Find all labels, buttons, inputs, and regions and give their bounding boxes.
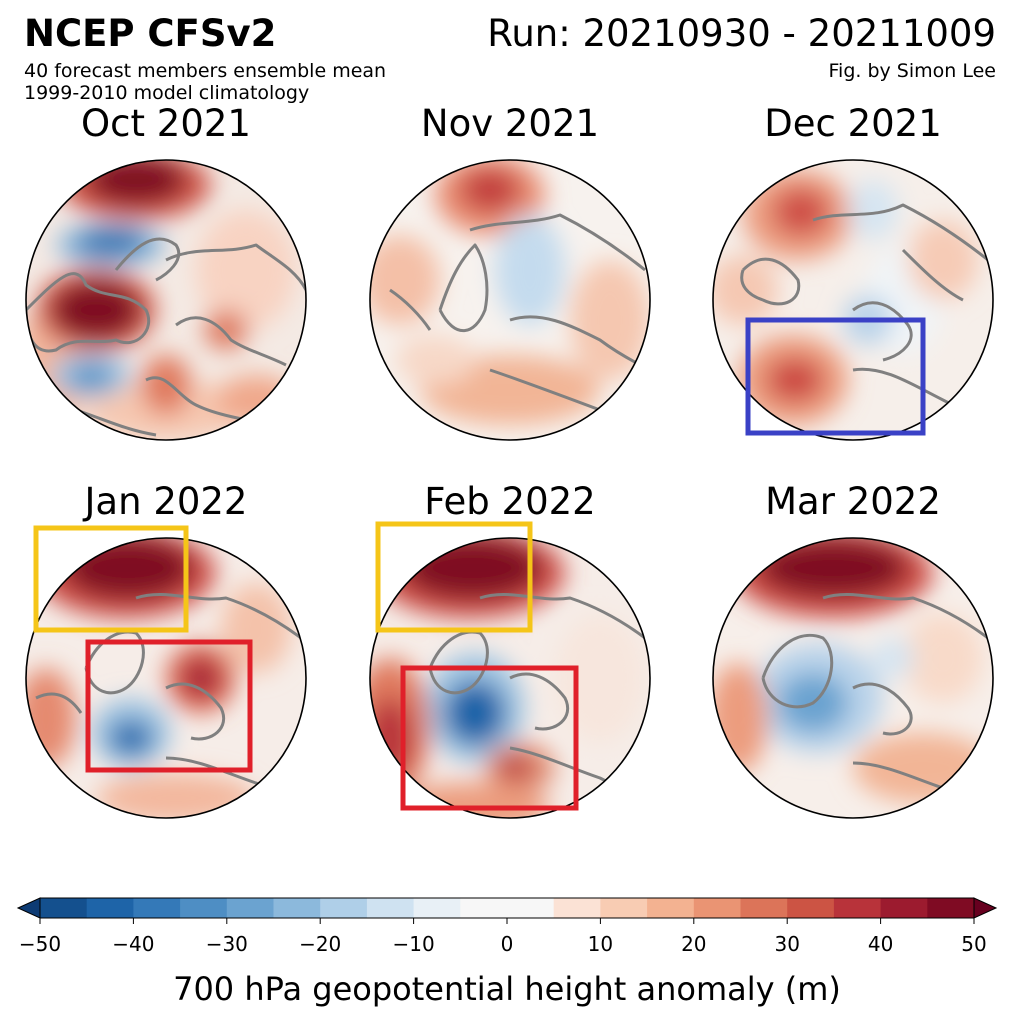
colorbar-segment (693, 898, 741, 918)
polar-map (712, 159, 994, 441)
highlight-box-red (85, 639, 253, 773)
highlight-box-yellow (33, 525, 189, 633)
colorbar-ticks: −50 −40 −30 −20 −10 0 10 20 30 40 50 (19, 918, 987, 956)
colorbar-segment (600, 898, 648, 918)
colorbar-tick-label: 10 (588, 932, 613, 956)
highlight-box-yellow (375, 521, 533, 633)
colorbar-segment (273, 898, 321, 918)
polar-map (712, 537, 994, 819)
colorbar-segment (86, 898, 134, 918)
colorbar-segment (507, 898, 555, 918)
polar-map (369, 159, 651, 441)
colorbar-segment (40, 898, 88, 918)
subtitle-climatology: 1999-2010 model climatology (24, 82, 310, 104)
colorbar-segment (553, 898, 601, 918)
polar-map (25, 159, 307, 441)
highlight-box-blue (745, 317, 926, 436)
colorbar-segments (40, 898, 975, 918)
panel-feb-2022: Feb 2022 (360, 478, 660, 828)
panel-title: Oct 2021 (81, 102, 251, 145)
panel-title: Jan 2022 (84, 480, 248, 523)
colorbar-label: 700 hPa geopotential height anomaly (m) (173, 970, 841, 1008)
colorbar-extend-max (973, 897, 998, 919)
colorbar-tick-label: −40 (112, 932, 154, 956)
panel-title: Dec 2021 (764, 102, 942, 145)
panel-title: Mar 2022 (765, 480, 941, 523)
colorbar-segment (413, 898, 461, 918)
panel-nov-2021: Nov 2021 (360, 100, 660, 450)
colorbar-tick-label: 40 (868, 932, 893, 956)
colorbar-tick-label: −10 (392, 932, 434, 956)
colorbar-tick-label: −20 (299, 932, 341, 956)
colorbar-segment (787, 898, 835, 918)
colorbar-tick-label: 50 (961, 932, 986, 956)
colorbar-tick-label: 0 (501, 932, 514, 956)
subtitle-ensemble: 40 forecast members ensemble mean (24, 60, 387, 82)
panel-jan-2022: Jan 2022 (16, 478, 316, 828)
panel-mar-2022: Mar 2022 (703, 478, 1003, 828)
polar-map (25, 525, 307, 819)
colorbar-segment (226, 898, 274, 918)
colorbar-extend-min (16, 897, 41, 919)
colorbar-segment (180, 898, 228, 918)
colorbar-tick-label: 30 (774, 932, 799, 956)
run-dates: Run: 20210930 - 20211009 (487, 12, 996, 55)
panel-oct-2021: Oct 2021 (16, 100, 316, 450)
colorbar-segment (880, 898, 928, 918)
polar-map (369, 521, 651, 819)
colorbar-segment (740, 898, 788, 918)
colorbar-segment (133, 898, 181, 918)
colorbar-segment (927, 898, 975, 918)
figure-credit: Fig. by Simon Lee (828, 60, 997, 82)
colorbar-segment (460, 898, 508, 918)
highlight-box-red (400, 665, 579, 811)
panel-title: Nov 2021 (420, 102, 600, 145)
colorbar-segment (833, 898, 882, 918)
panel-dec-2021: Dec 2021 (703, 100, 1003, 450)
colorbar-tick-label: −50 (19, 932, 61, 956)
colorbar-tick-label: 20 (681, 932, 706, 956)
colorbar-tick-label: −30 (206, 932, 248, 956)
figure-title: NCEP CFSv2 (24, 12, 277, 55)
colorbar-segment (320, 898, 368, 918)
panel-title: Feb 2022 (424, 480, 596, 523)
colorbar-segment (647, 898, 695, 918)
colorbar-segment (366, 898, 415, 918)
